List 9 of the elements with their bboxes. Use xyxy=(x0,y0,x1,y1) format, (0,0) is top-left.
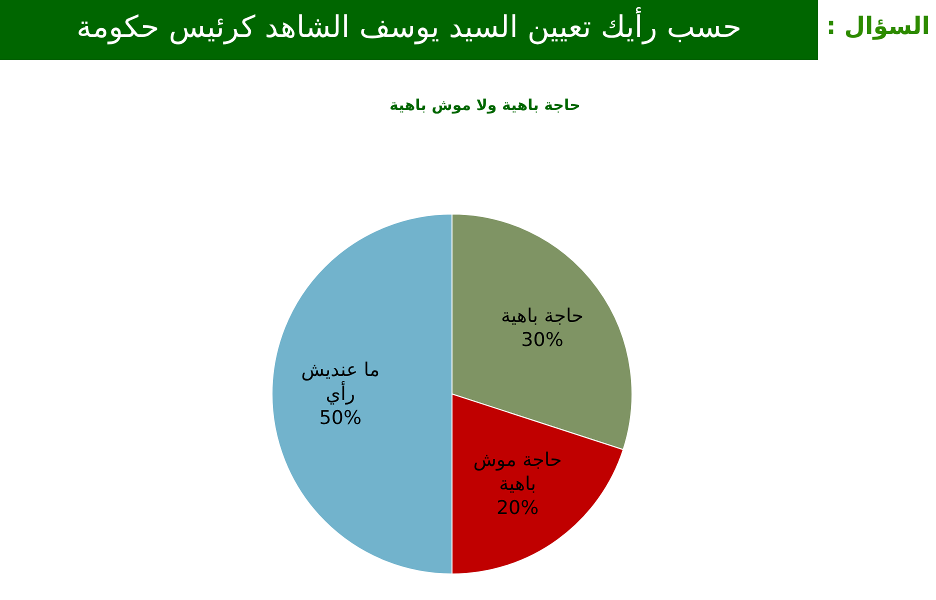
chart-title: حسب رأيك تعيين السيد يوسف الشاهد كرئيس حكومة xyxy=(75,8,742,47)
data-label: 20% xyxy=(495,496,540,520)
data-label: 30% xyxy=(520,328,564,352)
data-label: 50% xyxy=(318,406,362,430)
chart-subtitle: حاجة باهية ولا موش باهية xyxy=(388,96,582,114)
slice-label: حاجة موش باهية xyxy=(472,448,563,496)
slice-label: حاجة باهية xyxy=(500,304,585,328)
slice-label: ما عنديش رأي xyxy=(300,358,381,406)
text: السؤال : xyxy=(826,12,930,40)
